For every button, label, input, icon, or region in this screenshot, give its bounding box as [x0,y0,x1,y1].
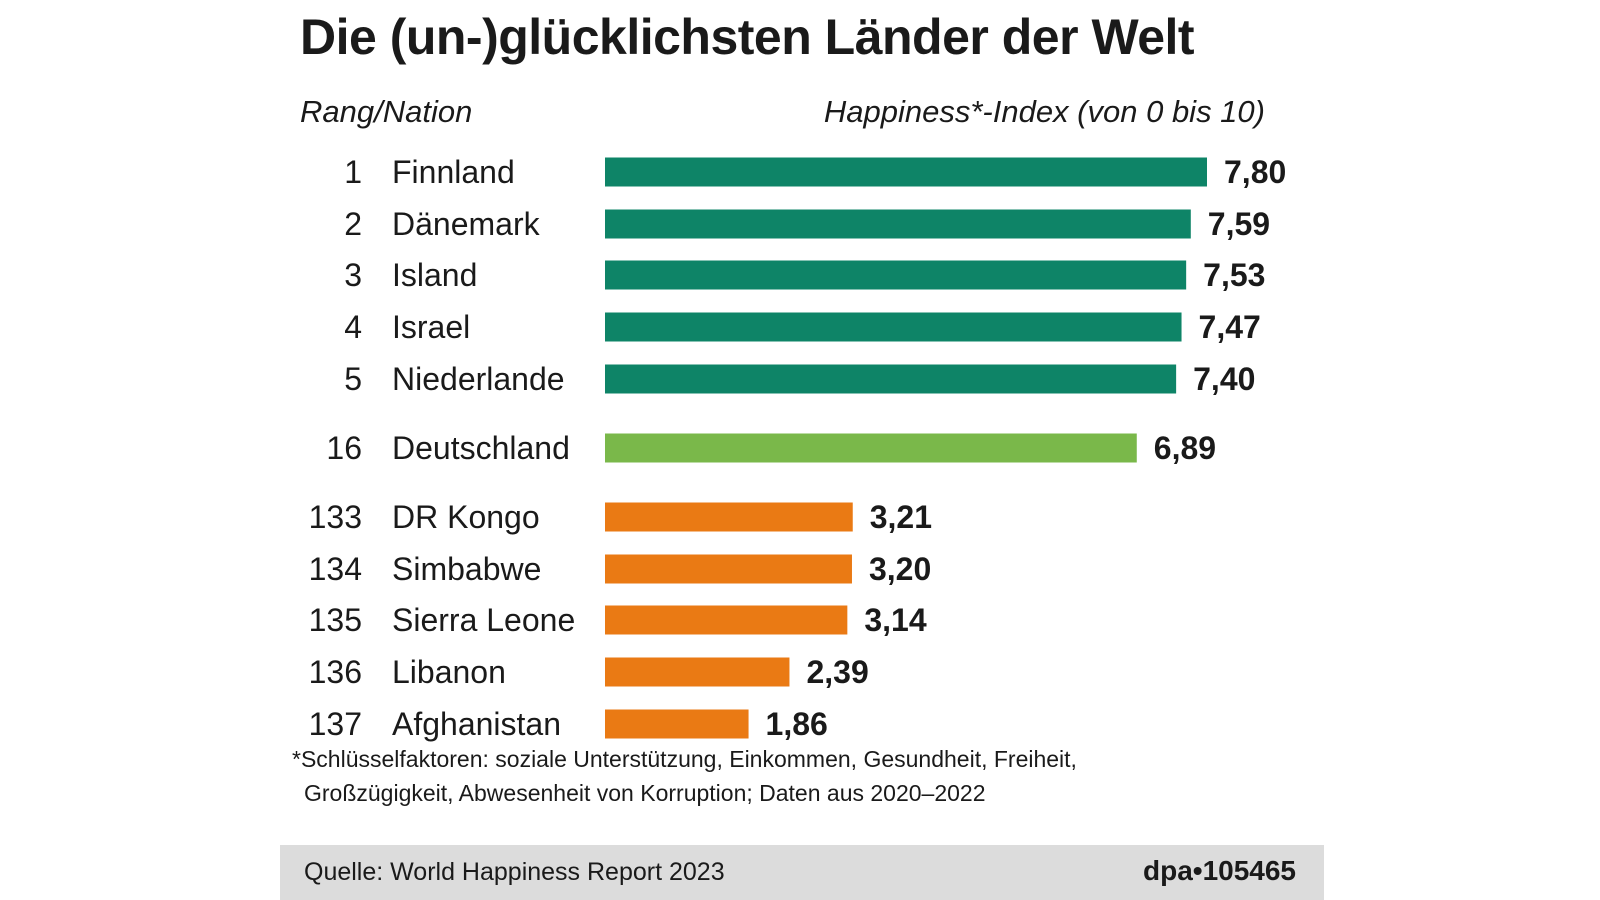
footnote: *Schlüsselfaktoren: soziale Unterstützun… [292,742,1077,810]
nation-label: Niederlande [392,361,565,397]
nation-label: Israel [392,309,470,345]
nation-label: Simbabwe [392,551,541,587]
rank-label: 135 [309,602,362,638]
bar [605,209,1191,239]
bar [605,433,1137,463]
bar [605,260,1187,290]
index-header: Happiness*-Index (von 0 bis 10) [823,94,1265,129]
bar-chart: 1 Finnland 7,80 2 Dänemark 7,59 3 Island 7,53 4 Is… [309,154,1287,742]
nation-label: Finnland [392,154,515,190]
value-label: 7,47 [1199,309,1261,345]
bar [605,554,852,584]
footnote-line-2: Großzügigkeit, Abwesenheit von Korruptio… [304,780,986,806]
nation-label: Afghanistan [392,706,561,742]
rank-label: 1 [344,154,362,190]
value-label: 3,14 [864,602,926,638]
dpa-id: dpa•105465 [1142,855,1296,886]
rank-label: 134 [309,551,362,587]
rank-label: 133 [309,499,362,535]
nation-label: Dänemark [392,206,541,242]
bar [605,657,790,687]
value-label: 6,89 [1154,430,1216,466]
value-label: 7,59 [1208,206,1270,242]
nation-label: Deutschland [392,430,570,466]
source-text: Quelle: World Happiness Report 2023 [304,858,725,886]
rank-label: 2 [344,206,362,242]
value-label: 1,86 [766,706,828,742]
bar [605,312,1182,342]
value-label: 7,40 [1193,361,1255,397]
rank-label: 16 [326,430,362,466]
bar [605,502,853,532]
rank-label: 5 [344,361,362,397]
rank-label: 136 [309,654,362,690]
value-label: 3,20 [869,551,931,587]
value-label: 2,39 [806,654,868,690]
bar [605,605,848,635]
rank-label: 137 [309,706,362,742]
bar [605,709,749,739]
nation-label: Island [392,257,477,293]
value-label: 7,80 [1224,154,1286,190]
chart-title: Die (un-)glücklichsten Länder der Welt [300,9,1195,65]
nation-label: DR Kongo [392,499,540,535]
value-label: 7,53 [1203,257,1265,293]
footer-bar: Quelle: World Happiness Report 2023 dpa•… [280,845,1324,900]
bar [605,157,1207,187]
nation-label: Libanon [392,654,506,690]
footnote-line-1: *Schlüsselfaktoren: soziale Unterstützun… [292,746,1077,772]
value-label: 3,21 [870,499,932,535]
rank-label: 3 [344,257,362,293]
bar [605,364,1177,394]
nation-label: Sierra Leone [392,602,575,638]
rank-label: 4 [344,309,362,345]
rank-nation-header: Rang/Nation [300,94,473,129]
